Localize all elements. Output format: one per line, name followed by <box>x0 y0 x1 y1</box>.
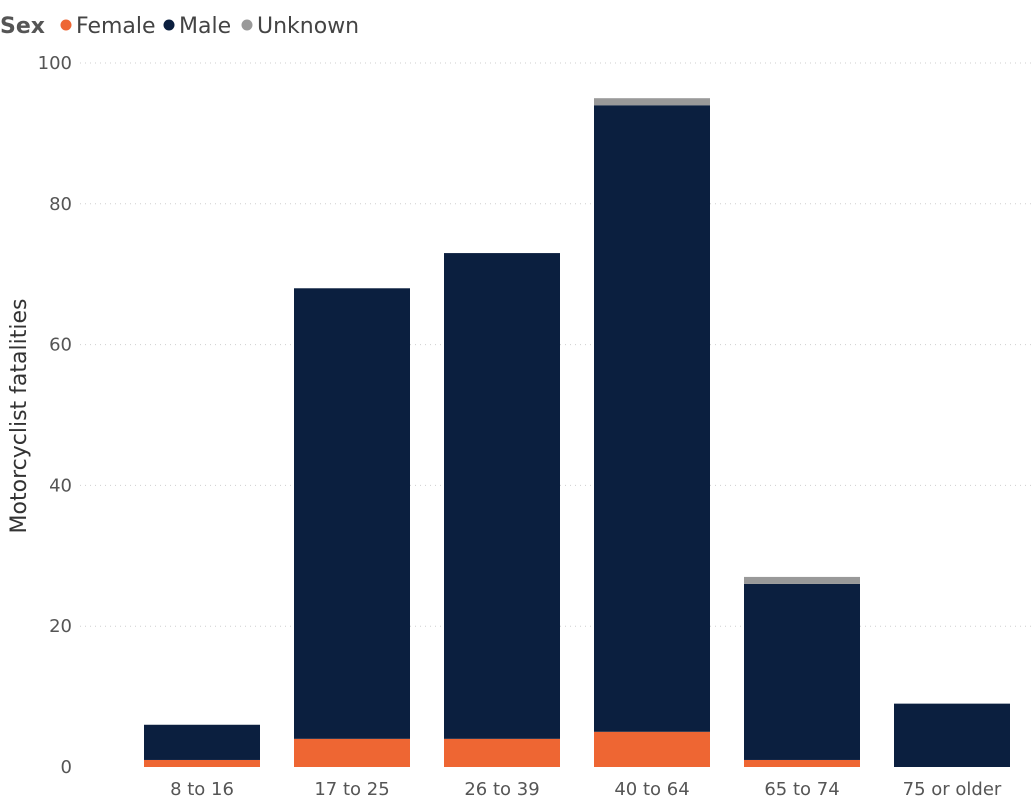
legend-label-unknown: Unknown <box>257 14 359 39</box>
legend-marker-male <box>163 19 175 31</box>
y-tick-label: 80 <box>49 194 72 215</box>
bar-male-0 <box>144 724 260 760</box>
x-tick-label: 75 or older <box>903 779 1002 800</box>
y-axis-ticks: 0 20 40 60 80 100 <box>38 53 72 778</box>
x-axis-ticks: 8 to 16 17 to 25 26 to 39 40 to 64 65 to 74 7… <box>170 779 1002 800</box>
bar-male-1 <box>294 288 410 739</box>
bar-unknown-3 <box>594 98 710 106</box>
bar-female-2 <box>444 738 560 767</box>
x-tick-label: 40 to 64 <box>614 779 689 800</box>
x-tick-label: 65 to 74 <box>764 779 839 800</box>
legend-label-female: Female <box>76 14 156 39</box>
bar-unknown-4 <box>744 576 860 584</box>
legend-label-male: Male <box>179 14 231 39</box>
legend-marker-unknown <box>241 19 253 31</box>
legend-marker-female <box>60 19 72 31</box>
bar-male-4 <box>744 583 860 760</box>
y-tick-label: 60 <box>49 335 72 356</box>
y-tick-label: 100 <box>38 53 72 74</box>
y-axis-label: Motorcyclist fatalities <box>7 299 32 534</box>
x-tick-label: 26 to 39 <box>464 779 539 800</box>
bars <box>144 98 1010 767</box>
legend: Sex Female Male Unknown <box>0 14 359 39</box>
bar-female-1 <box>294 738 410 767</box>
bar-male-5 <box>894 703 1010 767</box>
legend-title: Sex <box>0 14 45 39</box>
bar-female-3 <box>594 731 710 767</box>
y-tick-label: 40 <box>49 475 72 496</box>
y-tick-label: 0 <box>61 757 72 778</box>
bar-male-3 <box>594 105 710 732</box>
bar-female-0 <box>144 759 260 767</box>
y-tick-label: 20 <box>49 616 72 637</box>
x-tick-label: 17 to 25 <box>314 779 389 800</box>
x-tick-label: 8 to 16 <box>170 779 234 800</box>
bar-female-4 <box>744 759 860 767</box>
bar-male-2 <box>444 253 560 739</box>
